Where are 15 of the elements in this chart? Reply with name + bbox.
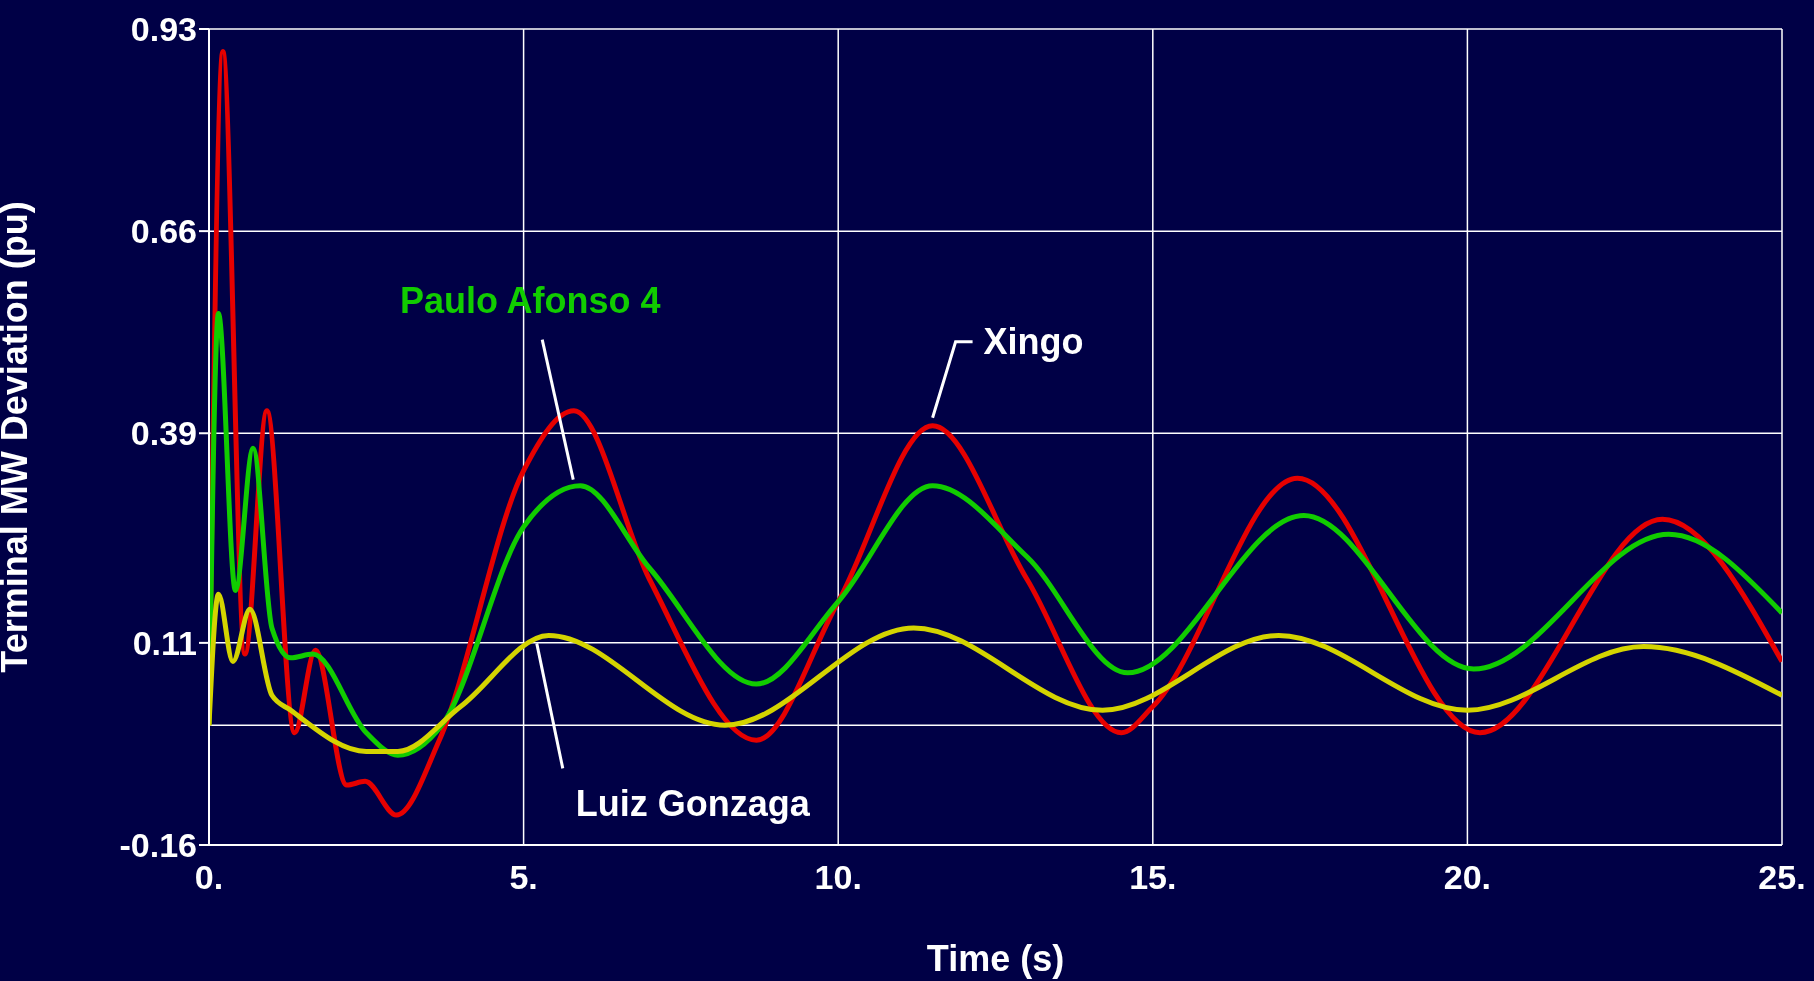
y-tick-label: 0.39	[130, 414, 197, 453]
x-axis-title: Time (s)	[926, 938, 1065, 979]
x-tick-label: 25.	[1758, 858, 1806, 897]
y-axis-title: Terminal MW Deviation (pu)	[0, 201, 35, 673]
text: Luiz Gonzaga	[575, 782, 811, 824]
x-tick-label: 10.	[814, 858, 862, 897]
y-tick-label: -0.16	[119, 826, 197, 865]
x-tick-label: 0.	[194, 858, 224, 897]
x-tick-label: 5.	[509, 858, 538, 897]
x-tick-label: 20.	[1443, 858, 1492, 897]
y-tick-label: 0.11	[132, 623, 197, 662]
text: Xingo	[983, 321, 1084, 363]
x-tick-label: 15.	[1129, 858, 1177, 897]
y-tick-label: 0.93	[130, 10, 197, 49]
y-tick-label: 0.66	[130, 212, 197, 251]
